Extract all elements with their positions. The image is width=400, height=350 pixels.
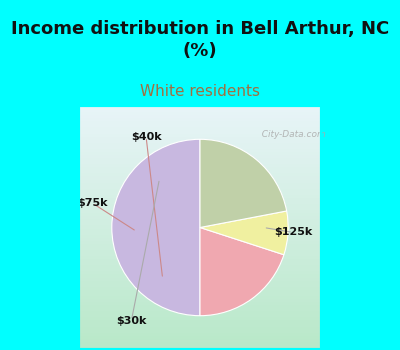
Wedge shape	[112, 139, 200, 316]
Bar	[78, 175, 322, 178]
Bar	[78, 332, 322, 335]
Bar	[78, 249, 322, 252]
Bar	[78, 344, 322, 347]
Bar	[78, 228, 322, 231]
Bar	[78, 224, 322, 228]
Bar	[78, 313, 322, 316]
Bar	[78, 154, 322, 157]
Bar	[78, 185, 322, 188]
Bar	[78, 267, 322, 270]
Bar	[78, 203, 322, 206]
Bar	[78, 264, 322, 267]
Bar	[78, 111, 322, 114]
Bar	[78, 289, 322, 292]
Bar	[78, 234, 322, 237]
Bar	[78, 240, 322, 243]
Bar	[78, 237, 322, 240]
Bar	[78, 295, 322, 298]
Bar	[78, 120, 322, 124]
Bar	[78, 292, 322, 295]
Bar	[78, 209, 322, 212]
Bar	[78, 206, 322, 209]
Bar	[78, 246, 322, 249]
Bar	[78, 231, 322, 234]
Bar	[78, 255, 322, 258]
Text: City-Data.com: City-Data.com	[256, 130, 326, 139]
Bar	[78, 178, 322, 182]
Bar	[78, 194, 322, 197]
Bar	[78, 304, 322, 307]
Bar	[78, 148, 322, 151]
Bar	[78, 243, 322, 246]
Bar	[78, 283, 322, 286]
Bar	[78, 273, 322, 276]
Bar	[78, 151, 322, 154]
Bar	[78, 108, 322, 111]
Bar	[78, 197, 322, 200]
Bar	[78, 301, 322, 304]
Bar	[78, 105, 322, 108]
Bar	[78, 335, 322, 338]
Bar	[78, 280, 322, 283]
Bar	[78, 322, 322, 326]
Text: $40k: $40k	[131, 132, 162, 142]
Bar	[78, 252, 322, 255]
Bar	[78, 310, 322, 313]
Bar	[78, 130, 322, 133]
Bar	[78, 114, 322, 117]
Bar	[78, 319, 322, 322]
Bar	[78, 169, 322, 173]
Wedge shape	[200, 211, 288, 255]
Bar	[78, 160, 322, 163]
Bar	[78, 338, 322, 341]
Bar	[78, 258, 322, 261]
Bar	[78, 157, 322, 160]
Bar	[78, 212, 322, 215]
Text: $125k: $125k	[274, 228, 312, 237]
Bar	[78, 276, 322, 280]
Bar	[78, 326, 322, 329]
Bar	[78, 173, 322, 175]
Bar	[78, 142, 322, 145]
Bar	[78, 298, 322, 301]
Bar	[78, 218, 322, 222]
Bar	[78, 341, 322, 344]
Bar	[78, 307, 322, 310]
Bar	[78, 286, 322, 289]
Bar	[78, 347, 322, 350]
Bar	[78, 126, 322, 130]
Bar	[78, 163, 322, 166]
Bar	[78, 191, 322, 194]
Text: $30k: $30k	[116, 316, 146, 326]
Bar	[78, 222, 322, 224]
Bar	[78, 316, 322, 319]
Wedge shape	[200, 139, 287, 228]
Bar	[78, 135, 322, 139]
Wedge shape	[200, 228, 284, 316]
Text: Income distribution in Bell Arthur, NC
(%): Income distribution in Bell Arthur, NC (…	[11, 20, 389, 60]
Bar	[78, 124, 322, 126]
Bar	[78, 215, 322, 218]
Bar	[78, 261, 322, 264]
Bar	[78, 182, 322, 185]
Bar	[78, 188, 322, 191]
Bar	[78, 139, 322, 142]
Bar	[78, 271, 322, 273]
Bar	[78, 117, 322, 120]
Bar	[78, 200, 322, 203]
Text: White residents: White residents	[140, 84, 260, 99]
Bar	[78, 329, 322, 332]
Bar	[78, 145, 322, 148]
Bar	[78, 166, 322, 169]
Bar	[78, 133, 322, 136]
Text: $75k: $75k	[77, 198, 108, 208]
